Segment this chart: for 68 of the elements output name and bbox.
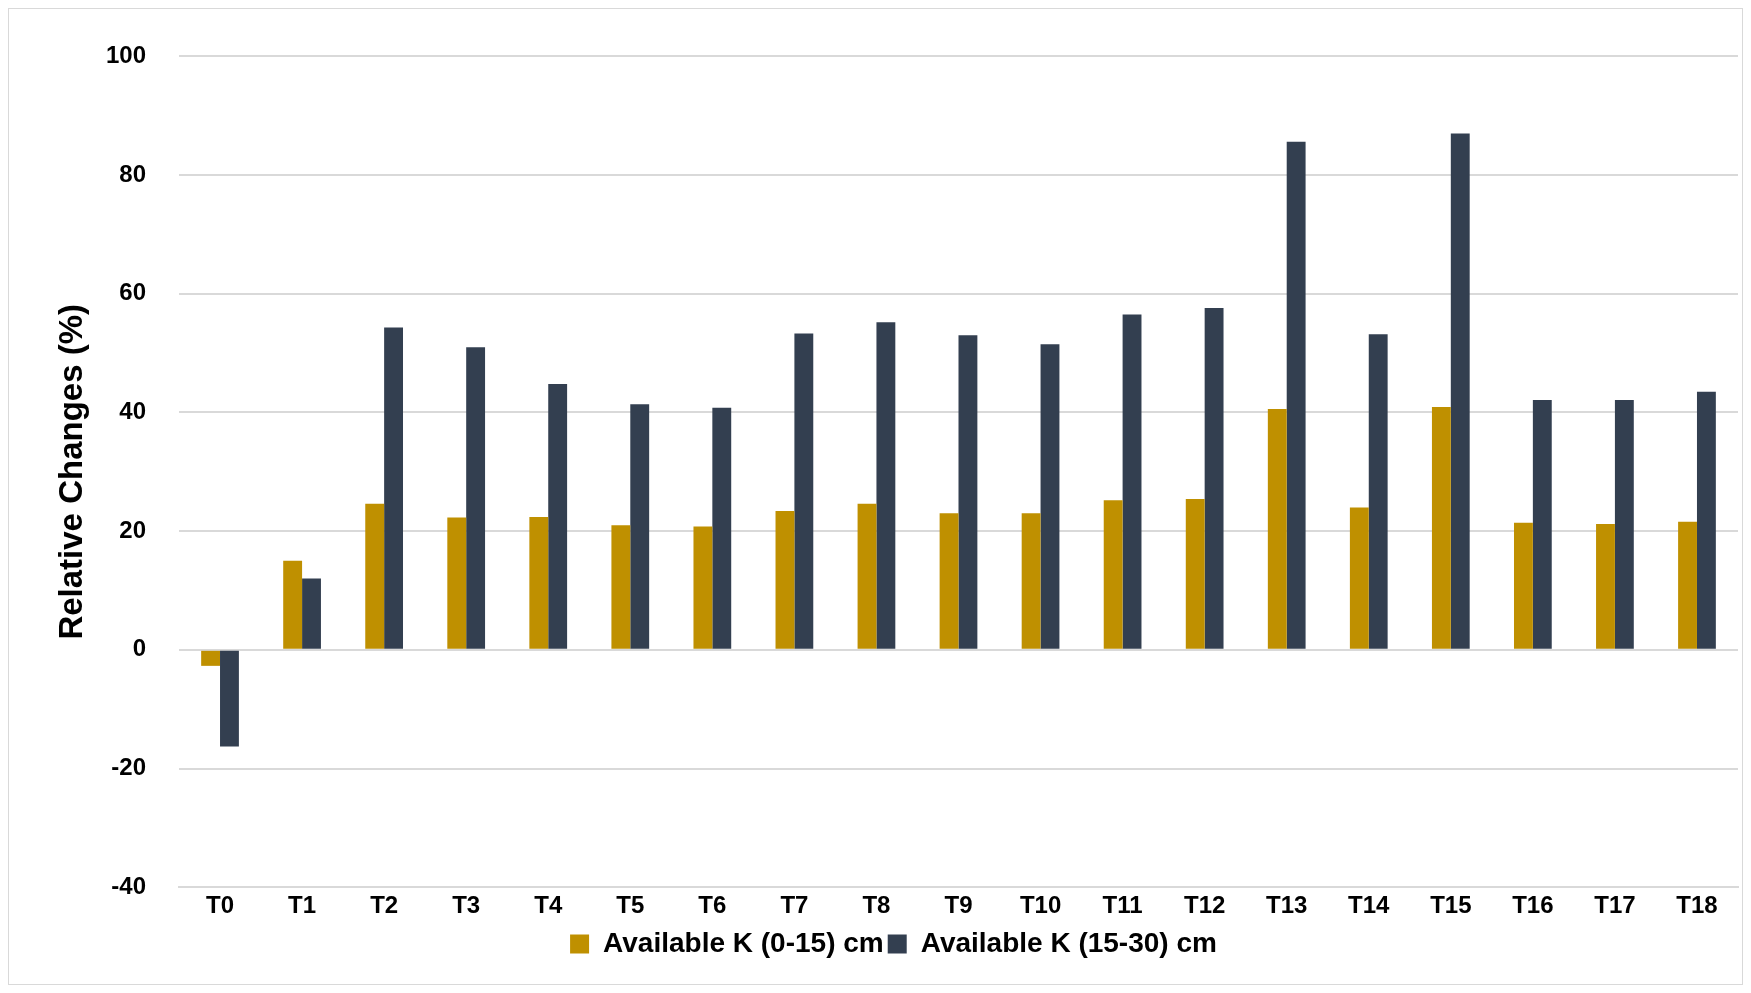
bar (220, 650, 239, 747)
bar (939, 513, 959, 649)
bar (529, 516, 549, 649)
y-tick-label: 0 (132, 634, 146, 662)
x-tick-label: T2 (370, 891, 399, 919)
x-tick-label: T17 (1594, 891, 1636, 919)
bar (365, 503, 385, 649)
bar (1678, 521, 1697, 649)
bar (1267, 408, 1287, 649)
x-tick-label: T1 (288, 891, 317, 919)
x-tick-label: T5 (616, 891, 645, 919)
y-tick-label: 20 (119, 515, 146, 543)
bar (693, 526, 713, 649)
bar (1532, 400, 1552, 649)
x-tick-label: T0 (206, 891, 235, 919)
bar (1514, 522, 1533, 649)
y-tick-label: -40 (111, 871, 146, 899)
bar (1185, 499, 1205, 649)
bar (283, 560, 303, 649)
x-tick-label: T8 (862, 891, 891, 919)
bar (712, 407, 732, 649)
y-axis-title: Relative Changes (%) (51, 304, 89, 640)
bar (857, 503, 877, 649)
bar (384, 327, 403, 649)
bar (775, 510, 795, 649)
bar (201, 650, 221, 666)
bar (1696, 391, 1716, 649)
x-tick-label: T6 (698, 891, 727, 919)
bar (1349, 507, 1369, 649)
x-tick-label: T9 (944, 891, 973, 919)
x-tick-label: T4 (534, 891, 563, 919)
x-tick-label: T15 (1430, 891, 1472, 919)
x-tick-label: T18 (1676, 891, 1718, 919)
bar (876, 322, 896, 649)
bar (466, 347, 486, 649)
bar (1614, 400, 1634, 649)
bar (1040, 344, 1060, 649)
x-tick-label: T13 (1266, 891, 1308, 919)
y-tick-label: 60 (119, 278, 146, 306)
bar (1122, 314, 1142, 649)
bar (630, 404, 650, 649)
bar (1021, 513, 1041, 649)
x-tick-label: T11 (1102, 891, 1143, 919)
bar (548, 383, 568, 649)
bar (794, 333, 814, 649)
bar (302, 578, 321, 649)
x-tick-label: T10 (1019, 891, 1062, 919)
bar (1450, 133, 1470, 649)
x-tick-label: T3 (452, 891, 481, 919)
bar (1103, 500, 1123, 649)
bar (1286, 141, 1306, 649)
bar (1368, 334, 1388, 649)
y-tick-label: 40 (119, 397, 146, 425)
bar (1204, 308, 1224, 649)
bar (1431, 407, 1451, 649)
x-tick-label: T7 (780, 891, 809, 919)
bar (958, 335, 978, 649)
y-tick-label: 80 (119, 159, 146, 187)
legend-label: Available K (15-30) cm (920, 926, 1217, 958)
legend-label: Available K (0-15) cm (603, 926, 884, 958)
y-tick-label: -20 (111, 753, 146, 781)
bar (611, 525, 631, 649)
y-tick-label: 100 (105, 41, 146, 69)
bar (1596, 524, 1615, 649)
x-tick-label: T14 (1348, 891, 1391, 919)
x-tick-label: T12 (1183, 891, 1226, 919)
bar (447, 517, 467, 649)
x-tick-label: T16 (1512, 891, 1554, 919)
